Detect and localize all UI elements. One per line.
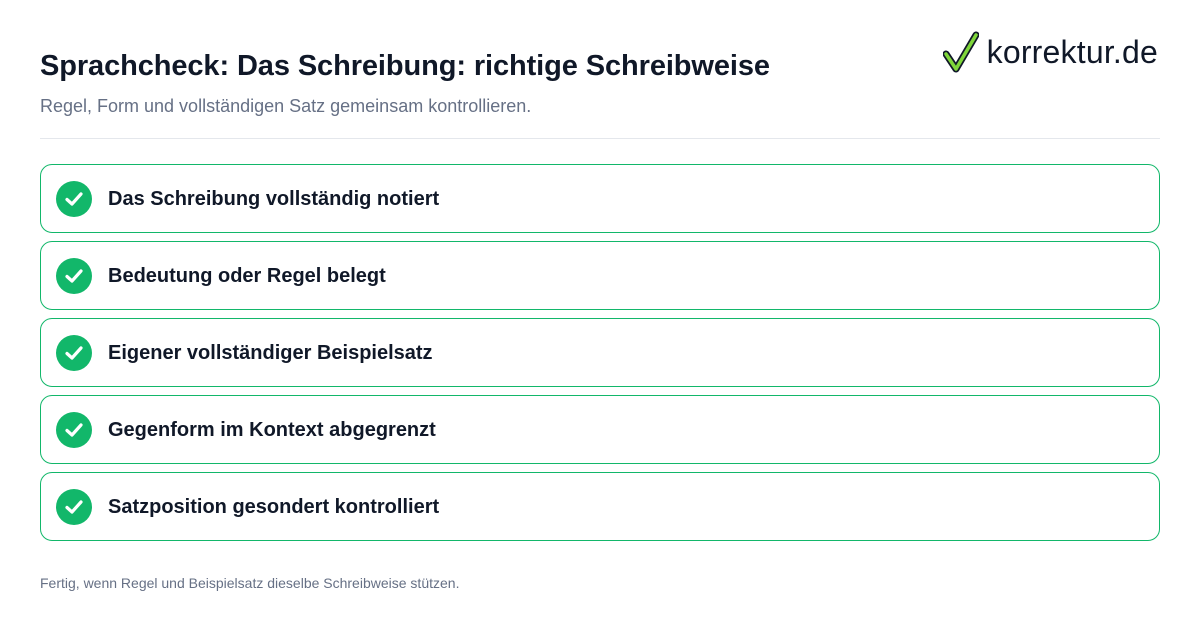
checklist-item: Das Schreibung vollständig notiert — [40, 164, 1160, 233]
checklist-item-label: Eigener vollständiger Beispielsatz — [108, 342, 433, 364]
check-circle-icon — [56, 489, 92, 525]
checklist-item: Bedeutung oder Regel belegt — [40, 241, 1160, 310]
checklist-item: Gegenform im Kontext abgegrenzt — [40, 395, 1160, 464]
check-circle-icon — [56, 258, 92, 294]
checklist-item-label: Bedeutung oder Regel belegt — [108, 265, 386, 287]
check-circle-icon — [56, 412, 92, 448]
brand-logo: korrektur.de — [942, 28, 1158, 76]
checklist: Das Schreibung vollständig notiert Bedeu… — [40, 164, 1160, 549]
page-subtitle: Regel, Form und vollständigen Satz gemei… — [40, 96, 532, 116]
checklist-item: Eigener vollständiger Beispielsatz — [40, 318, 1160, 387]
checkmark-logo-icon — [942, 31, 979, 73]
checklist-item-label: Das Schreibung vollständig notiert — [108, 188, 440, 210]
page: Sprachcheck: Das Schreibung: richtige Sc… — [40, 0, 1160, 630]
header-divider — [40, 138, 1160, 139]
page-title: Sprachcheck: Das Schreibung: richtige Sc… — [40, 50, 770, 82]
check-circle-icon — [56, 181, 92, 217]
checklist-item-label: Satzposition gesondert kontrolliert — [108, 496, 440, 518]
brand-name: korrektur.de — [986, 33, 1158, 70]
footer-note: Fertig, wenn Regel und Beispielsatz dies… — [40, 575, 460, 591]
check-circle-icon — [56, 335, 92, 371]
checklist-item: Satzposition gesondert kontrolliert — [40, 472, 1160, 541]
checklist-item-label: Gegenform im Kontext abgegrenzt — [108, 419, 436, 441]
